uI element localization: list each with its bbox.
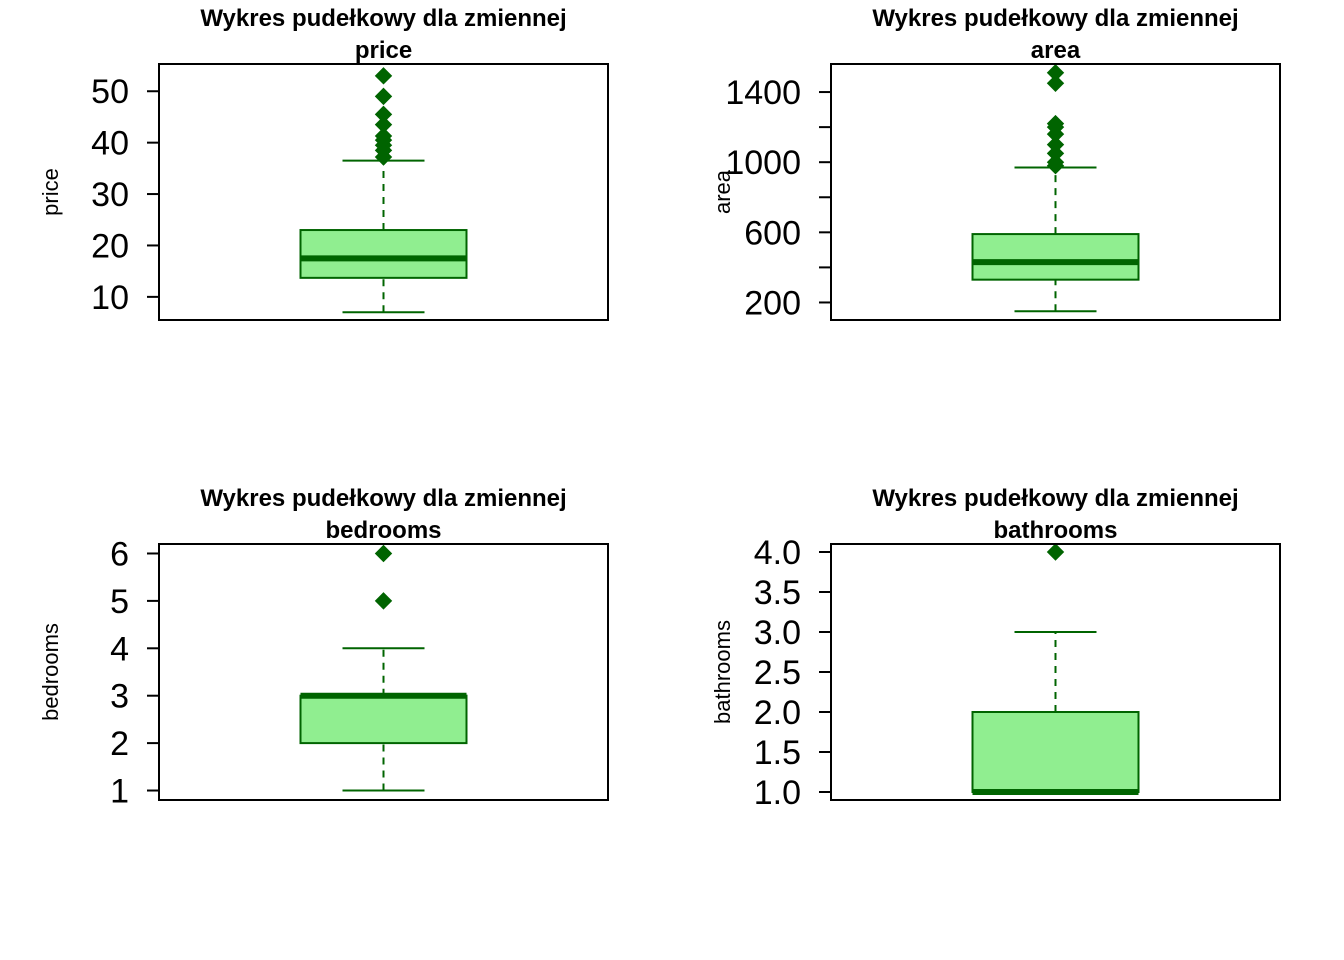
chart-title: Wykres pudełkowy dla zmiennej xyxy=(200,5,566,32)
y-tick-label: 1 xyxy=(110,773,129,811)
outlier-point xyxy=(374,127,393,145)
y-tick-label: 5 xyxy=(110,583,129,621)
iqr-box xyxy=(971,233,1140,281)
outlier-point xyxy=(1046,543,1065,561)
chart-title-variable: price xyxy=(355,37,412,64)
chart-title-variable: area xyxy=(1031,37,1081,64)
y-tick-label: 4 xyxy=(110,630,129,668)
boxplot-panel: Wykres pudełkowy dla zmiennej price 10 20 30… xyxy=(38,5,609,321)
chart-title: Wykres pudełkowy dla zmiennej xyxy=(872,5,1238,32)
outlier-point xyxy=(1046,114,1065,133)
boxplot-panel: Wykres pudełkowy dla zmiennej area 200 600 1… xyxy=(710,5,1281,322)
plot-frame xyxy=(830,63,1281,321)
iqr-box xyxy=(299,694,468,745)
y-tick-label: 2.5 xyxy=(754,654,801,692)
y-tick-label: 1400 xyxy=(725,74,801,112)
chart-title-variable: bathrooms xyxy=(993,517,1117,544)
y-tick-label: 3.0 xyxy=(754,614,801,652)
y-tick-label: 4.0 xyxy=(754,534,801,572)
outlier-point xyxy=(1046,144,1065,163)
y-tick-label: 1.5 xyxy=(754,734,801,772)
y-tick-label: 3 xyxy=(110,678,129,716)
outlier-point xyxy=(374,67,393,85)
outlier-point xyxy=(374,87,393,106)
chart-title-variable: bedrooms xyxy=(325,517,441,544)
outlier-point xyxy=(1046,74,1065,92)
y-tick-label: 50 xyxy=(91,73,129,111)
outlier-point xyxy=(374,592,393,610)
y-tick-label: 600 xyxy=(744,214,801,252)
outlier-point xyxy=(1046,153,1065,171)
y-axis-label: bathrooms xyxy=(710,620,735,724)
plot-frame xyxy=(158,63,609,321)
y-tick-label: 1000 xyxy=(725,144,801,182)
y-axis-label: bedrooms xyxy=(38,623,63,721)
boxplot-panel: Wykres pudełkowy dla zmiennej bathrooms 1.… xyxy=(710,485,1281,812)
y-axis-label: price xyxy=(38,168,63,216)
outlier-point xyxy=(374,544,393,563)
outlier-point xyxy=(374,115,393,134)
y-tick-label: 2.0 xyxy=(754,694,801,732)
iqr-box xyxy=(971,711,1140,793)
y-tick-label: 200 xyxy=(744,284,801,322)
y-tick-label: 10 xyxy=(91,279,129,317)
y-tick-label: 1.0 xyxy=(754,774,801,812)
y-tick-label: 20 xyxy=(91,227,129,265)
y-tick-label: 40 xyxy=(91,125,129,163)
y-tick-label: 2 xyxy=(110,725,129,763)
outlier-point xyxy=(1046,135,1065,154)
boxplot-panel: Wykres pudełkowy dla zmiennej bedrooms 1 2 3… xyxy=(38,485,609,811)
chart-title: Wykres pudełkowy dla zmiennej xyxy=(872,485,1238,512)
chart-title: Wykres pudełkowy dla zmiennej xyxy=(200,485,566,512)
outlier-point xyxy=(1046,64,1065,82)
y-tick-label: 30 xyxy=(91,176,129,214)
y-tick-label: 6 xyxy=(110,535,129,573)
y-axis-label: area xyxy=(710,169,735,214)
y-tick-label: 3.5 xyxy=(754,574,801,612)
iqr-box xyxy=(299,229,468,279)
outlier-point xyxy=(374,105,393,124)
plot-frame xyxy=(158,543,609,801)
